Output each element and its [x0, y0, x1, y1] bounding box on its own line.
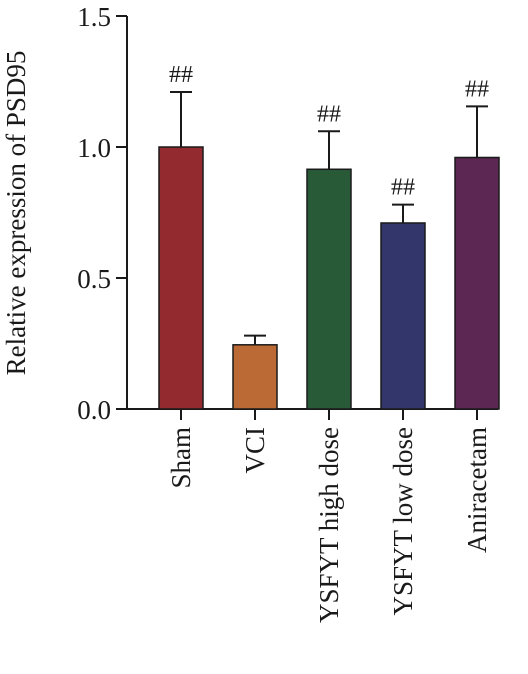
x-axis-ticks: Sham VCI YSFYT high dose YSFYT low dose Anir… — [166, 409, 492, 623]
x-tick-label: VCI — [240, 427, 270, 474]
significance-label: ## — [465, 76, 489, 102]
significance-label: ## — [317, 101, 341, 127]
y-tick-label: 1.5 — [77, 2, 111, 32]
x-tick-label: Sham — [166, 427, 196, 489]
bar-ysfyt-low-dose — [380, 222, 426, 410]
bars-group: ## ## ## ## — [158, 62, 500, 410]
significance-label: ## — [391, 175, 415, 201]
x-tick-label: YSFYT high dose — [314, 427, 344, 623]
significance-label: ## — [169, 62, 193, 88]
x-tick-label: YSFYT low dose — [388, 427, 418, 616]
y-tick-label: 1.0 — [77, 133, 111, 163]
bar-vci — [232, 344, 278, 410]
bar-sham — [158, 146, 204, 410]
bar-aniracetam — [454, 156, 500, 410]
bar-ysfyt-high-dose — [306, 168, 352, 410]
y-axis-ticks: 0.0 0.5 1.0 1.5 — [77, 2, 127, 425]
y-axis-label: Relative expression of PSD95 — [1, 51, 31, 376]
y-tick-label: 0.0 — [77, 395, 111, 425]
y-tick-label: 0.5 — [77, 264, 111, 294]
x-tick-label: Aniracetam — [462, 427, 492, 553]
